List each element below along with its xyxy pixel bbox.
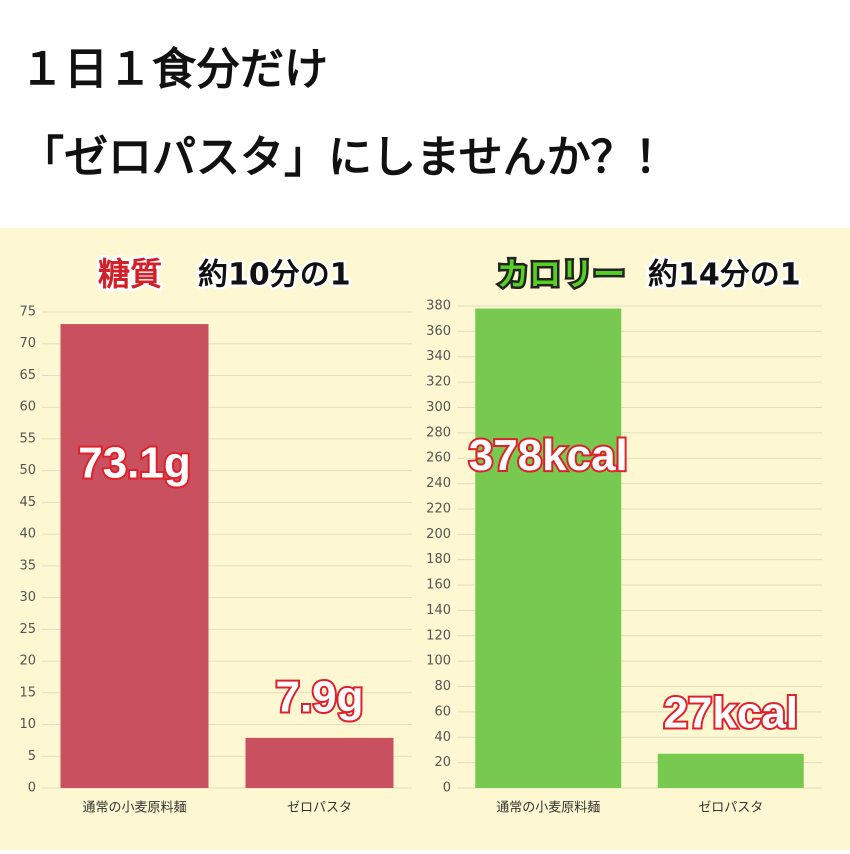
headline: １日１食分だけ (20, 44, 328, 95)
y-tick-label: 360 (426, 324, 451, 339)
y-tick-label: 15 (19, 685, 36, 700)
y-tick-label: 30 (19, 590, 36, 605)
y-tick-label: 0 (28, 781, 36, 796)
value-label: 27kcal (663, 688, 798, 737)
y-tick-label: 160 (426, 578, 451, 593)
chart-title: 糖質 (98, 255, 162, 293)
y-tick-label: 20 (19, 654, 36, 669)
headline: 「ゼロパスタ」にしませんか？！ (20, 132, 679, 183)
y-tick-label: 80 (434, 679, 451, 694)
y-tick-label: 240 (426, 476, 451, 491)
value-label: 7.9g (275, 672, 363, 721)
y-tick-label: 320 (426, 375, 451, 390)
y-tick-label: 5 (28, 749, 36, 764)
value-label: 378kcal (469, 431, 628, 480)
y-tick-label: 200 (426, 527, 451, 542)
y-tick-label: 380 (426, 299, 451, 314)
y-tick-label: 55 (19, 431, 36, 446)
y-tick-label: 45 (19, 495, 36, 510)
y-tick-label: 60 (434, 704, 451, 719)
y-tick-label: 10 (19, 717, 36, 732)
y-tick-label: 20 (434, 755, 451, 770)
y-tick-label: 120 (426, 628, 451, 643)
y-tick-label: 340 (426, 349, 451, 364)
y-tick-label: 180 (426, 552, 451, 567)
y-tick-label: 35 (19, 558, 36, 573)
x-tick-label: ゼロパスタ (698, 801, 763, 816)
y-tick-label: 0 (443, 781, 451, 796)
bar (657, 753, 804, 788)
y-tick-label: 100 (426, 654, 451, 669)
x-tick-label: ゼロパスタ (287, 801, 352, 816)
y-tick-label: 70 (19, 336, 36, 351)
bar (60, 324, 209, 788)
chart-subtitle: 約14分の1 (648, 258, 801, 293)
y-tick-label: 40 (19, 527, 36, 542)
chart-subtitle: 約10分の1 (198, 258, 351, 293)
y-tick-label: 280 (426, 425, 451, 440)
bar (245, 737, 394, 788)
y-tick-label: 260 (426, 451, 451, 466)
x-tick-label: 通常の小麦原料麺 (496, 801, 600, 816)
y-tick-label: 40 (434, 730, 451, 745)
y-tick-label: 220 (426, 501, 451, 516)
y-tick-label: 140 (426, 603, 451, 618)
chart-title: カロリー (497, 255, 625, 293)
y-tick-label: 65 (19, 368, 36, 383)
y-tick-label: 300 (426, 400, 451, 415)
bar (475, 308, 622, 788)
y-tick-label: 50 (19, 463, 36, 478)
value-label: 73.1g (78, 439, 191, 488)
x-tick-label: 通常の小麦原料麺 (82, 801, 186, 816)
y-tick-label: 60 (19, 400, 36, 415)
y-tick-label: 25 (19, 622, 36, 637)
y-tick-label: 75 (19, 305, 36, 320)
